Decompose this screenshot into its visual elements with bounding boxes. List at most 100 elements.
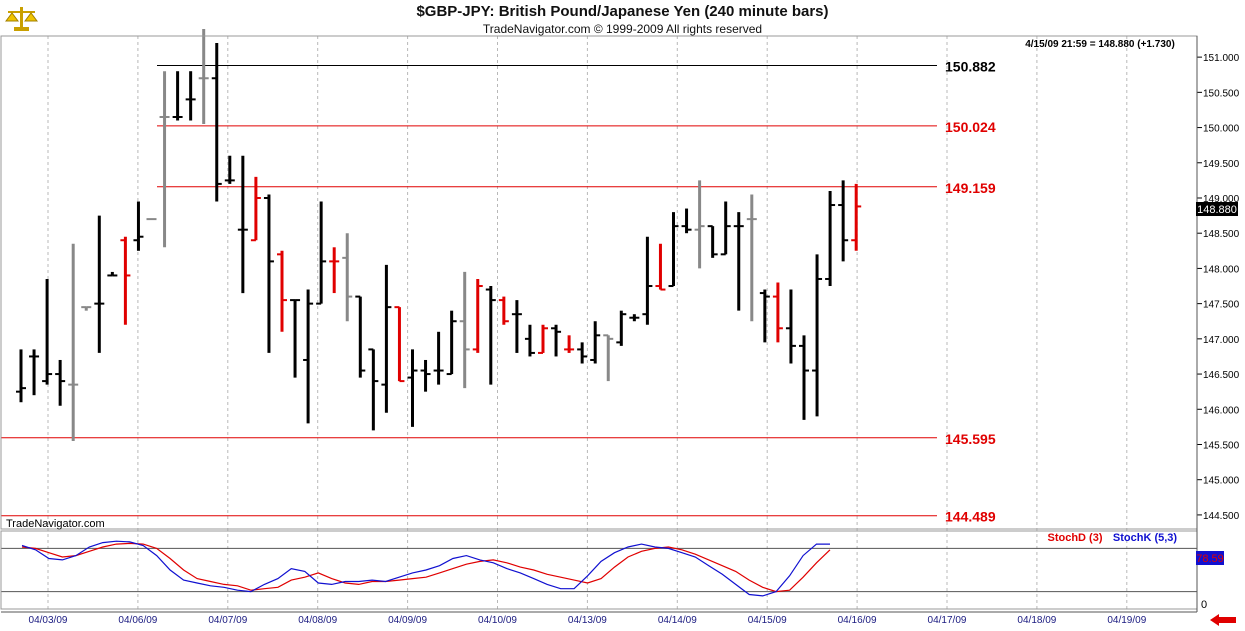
- ohlc-bar: [368, 348, 379, 431]
- price-tick-label: 149.000: [1203, 194, 1240, 205]
- ohlc-bar: [851, 183, 862, 251]
- ohlc-bar: [733, 212, 744, 311]
- ohlc-bar: [107, 271, 118, 277]
- ohlc-bar: [42, 278, 53, 385]
- ohlc-bar: [433, 331, 444, 385]
- ohlc-bar: [772, 282, 783, 343]
- ohlc-bar: [120, 236, 131, 325]
- ohlc-bar: [446, 310, 457, 376]
- price-panel-border: [0, 35, 1198, 530]
- ohlc-bar: [825, 190, 836, 287]
- ohlc-bar: [668, 212, 679, 288]
- level-label: 145.595: [945, 431, 996, 447]
- ohlc-bar: [524, 324, 535, 357]
- level-label: 150.024: [945, 119, 996, 135]
- ohlc-bar: [185, 71, 196, 121]
- legend-stochd: StochD (3): [1048, 532, 1103, 544]
- ohlc-bar: [381, 264, 392, 413]
- last-price-box: [1196, 202, 1238, 216]
- date-axis: 04/03/09 04/06/09 04/07/09 04/08/09 04/09/09…: [1, 611, 1197, 626]
- date-tick-label: 04/10/09: [478, 615, 517, 626]
- scroll-left-arrow-icon[interactable]: [1208, 613, 1238, 627]
- ohlc-bar: [250, 176, 261, 242]
- ohlc-bar: [290, 299, 301, 378]
- ohlc-bar: [94, 215, 105, 353]
- price-axis: 144.500 145.000 145.500 146.000 146.500 147.0…: [1197, 53, 1240, 522]
- ohlc-bar: [355, 295, 366, 378]
- ohlc-bar: [511, 300, 522, 353]
- ohlc-bar: [394, 306, 405, 383]
- ohlc-bar: [694, 180, 705, 269]
- price-tick-label: 146.000: [1203, 405, 1240, 416]
- date-tick-label: 04/14/09: [658, 615, 697, 626]
- date-tick-label: 04/09/09: [388, 615, 427, 626]
- ohlc-bar: [329, 247, 340, 294]
- ohlc-bar: [485, 286, 496, 385]
- price-tick-label: 150.500: [1203, 88, 1240, 99]
- ohlc-bar: [459, 271, 470, 389]
- ohlc-bar: [342, 233, 353, 322]
- date-tick-label: 04/16/09: [838, 615, 877, 626]
- ohlc-bar: [629, 314, 640, 322]
- price-tick-label: 146.500: [1203, 370, 1240, 381]
- last-info: 4/15/09 21:59 = 148.880 (+1.730): [1025, 39, 1175, 50]
- ohlc-bar: [603, 334, 614, 382]
- ohlc-bar: [707, 225, 718, 258]
- level-lines: 150.882 150.024 149.159 145.595 144.489: [1, 58, 996, 525]
- date-tick-label: 04/08/09: [298, 615, 337, 626]
- price-tick-label: 148.500: [1203, 229, 1240, 240]
- price-tick-label: 145.500: [1203, 440, 1240, 451]
- price-tick-label: 147.500: [1203, 300, 1240, 311]
- ohlc-bar: [720, 201, 731, 256]
- price-tick-label: 149.500: [1203, 159, 1240, 170]
- date-tick-label: 04/15/09: [748, 615, 787, 626]
- price-tick-label: 151.000: [1203, 53, 1240, 64]
- stoch-value-box: [1196, 551, 1224, 565]
- price-tick-label: 148.000: [1203, 264, 1240, 275]
- ohlc-bar: [211, 43, 222, 202]
- ohlc-bar: [172, 71, 183, 121]
- scales-logo-icon: [5, 7, 38, 31]
- ohlc-bar: [133, 201, 144, 251]
- stoch-zero-tick: 0: [1201, 599, 1207, 611]
- ohlc-bar: [590, 321, 601, 364]
- date-tick-label: 04/18/09: [1017, 615, 1056, 626]
- ohlc-bar: [277, 250, 287, 332]
- date-tick-label: 04/13/09: [568, 615, 607, 626]
- price-tick-label: 150.000: [1203, 124, 1240, 135]
- price-tick-label: 147.000: [1203, 335, 1240, 346]
- ohlc-bar: [812, 254, 823, 417]
- ohlc-bar: [642, 236, 653, 325]
- legend-stochk: StochK (5,3): [1113, 532, 1178, 544]
- ohlc-bar: [303, 289, 314, 424]
- ohlc-bar: [198, 28, 209, 125]
- last-price-label: 148.880: [1197, 204, 1237, 216]
- ohlc-bar: [407, 349, 418, 427]
- date-tick-label: 04/07/09: [208, 615, 247, 626]
- ohlc-bar: [237, 155, 248, 294]
- ohlc-bar: [316, 201, 327, 305]
- ohlc-bar: [551, 324, 562, 357]
- chart-subtitle: TradeNavigator.com © 1999-2009 All right…: [482, 22, 763, 36]
- date-tick-label: 04/03/09: [29, 615, 68, 626]
- stochastic-panel: [1, 540, 1197, 597]
- price-bars: [16, 28, 862, 441]
- stoch-value-label: 78.59: [1196, 553, 1224, 565]
- ohlc-bar: [785, 289, 796, 364]
- date-tick-label: 04/19/09: [1107, 615, 1146, 626]
- date-tick-label: 04/06/09: [118, 615, 157, 626]
- ohlc-bar: [159, 71, 170, 248]
- watermark: TradeNavigator.com: [6, 518, 105, 530]
- date-tick-label: 04/17/09: [928, 615, 967, 626]
- level-label: 150.882: [945, 58, 996, 74]
- ohlc-bar: [577, 342, 588, 364]
- ohlc-bar: [29, 349, 40, 396]
- price-tick-label: 145.000: [1203, 476, 1240, 487]
- ohlc-bar: [68, 243, 79, 441]
- ohlc-bar: [681, 208, 692, 234]
- chart-title: $GBP-JPY: British Pound/Japanese Yen (24…: [416, 3, 829, 20]
- ohlc-bar: [799, 335, 809, 420]
- ohlc-bar: [224, 155, 235, 184]
- price-tick-label: 144.500: [1203, 511, 1240, 522]
